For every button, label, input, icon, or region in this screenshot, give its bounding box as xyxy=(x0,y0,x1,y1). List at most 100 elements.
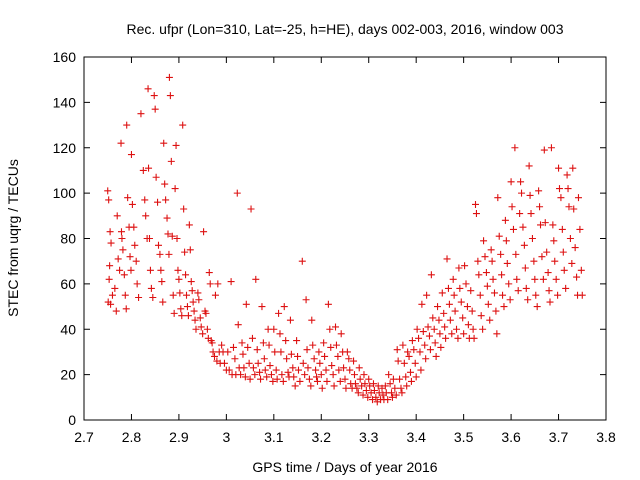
data-point xyxy=(393,346,401,354)
data-point xyxy=(555,185,563,193)
data-point xyxy=(435,316,443,324)
data-point xyxy=(430,325,438,333)
data-point xyxy=(361,380,369,388)
data-point xyxy=(351,380,359,388)
data-point xyxy=(135,293,143,301)
data-point xyxy=(178,312,186,320)
data-point xyxy=(112,307,120,315)
data-point xyxy=(119,246,127,254)
data-point xyxy=(507,178,515,186)
data-point xyxy=(490,289,498,297)
data-point xyxy=(519,223,527,231)
data-point xyxy=(111,284,119,292)
data-point xyxy=(413,325,421,333)
data-point xyxy=(169,291,177,299)
data-point xyxy=(237,371,245,379)
data-point xyxy=(324,300,332,308)
data-point xyxy=(183,303,191,311)
data-point xyxy=(543,248,551,256)
data-point xyxy=(528,235,536,242)
data-point xyxy=(533,303,541,311)
data-point xyxy=(546,298,554,306)
data-point xyxy=(252,275,260,283)
data-point xyxy=(437,343,445,351)
data-point xyxy=(259,339,267,347)
data-point xyxy=(197,323,205,331)
data-point xyxy=(293,337,301,345)
data-point xyxy=(166,92,174,100)
data-point xyxy=(388,389,396,397)
data-point xyxy=(396,375,404,383)
data-point xyxy=(571,244,579,252)
data-point xyxy=(366,382,374,390)
data-point xyxy=(144,85,152,93)
data-point xyxy=(362,387,370,395)
data-point xyxy=(446,316,454,324)
data-point xyxy=(313,373,321,381)
data-point xyxy=(431,339,439,347)
data-point xyxy=(317,371,325,379)
data-point xyxy=(370,387,378,395)
data-point xyxy=(321,352,329,360)
data-point xyxy=(249,364,257,372)
x-tick-label: 3.4 xyxy=(406,429,426,445)
data-point xyxy=(310,355,318,363)
y-tick-label: 20 xyxy=(60,367,76,383)
data-point xyxy=(557,194,565,202)
data-point xyxy=(436,330,444,338)
data-point xyxy=(562,284,570,292)
data-point xyxy=(505,280,513,288)
data-point xyxy=(497,250,505,258)
data-point xyxy=(508,203,516,211)
data-point xyxy=(162,196,170,204)
data-point xyxy=(191,316,199,324)
data-point xyxy=(445,300,453,308)
data-point xyxy=(467,287,475,295)
data-point xyxy=(269,377,277,385)
data-point xyxy=(456,284,464,292)
data-point xyxy=(342,384,350,392)
data-point xyxy=(555,164,563,172)
y-tick-label: 80 xyxy=(60,231,76,247)
y-tick-label: 140 xyxy=(53,94,77,110)
data-point xyxy=(374,382,382,390)
data-point xyxy=(183,291,191,299)
data-point xyxy=(450,291,458,299)
data-point xyxy=(560,266,568,274)
data-point xyxy=(406,368,414,376)
data-point xyxy=(229,343,237,351)
data-point xyxy=(316,359,324,367)
data-point xyxy=(312,366,320,374)
data-point xyxy=(294,352,302,360)
data-point xyxy=(323,377,331,385)
data-point xyxy=(188,287,196,295)
data-point xyxy=(175,275,183,283)
data-point xyxy=(313,377,321,385)
data-point xyxy=(157,266,165,274)
data-point xyxy=(416,348,424,356)
data-point xyxy=(192,325,200,333)
data-point xyxy=(336,377,344,385)
data-point xyxy=(304,364,312,372)
data-point xyxy=(239,350,247,358)
data-point xyxy=(218,341,226,349)
data-point xyxy=(151,105,159,113)
data-point xyxy=(190,307,198,315)
data-point xyxy=(260,355,268,363)
data-point xyxy=(558,225,566,233)
data-point xyxy=(411,359,419,367)
data-point xyxy=(345,355,353,363)
data-point xyxy=(133,280,141,288)
data-points xyxy=(104,73,586,406)
data-point xyxy=(359,391,367,399)
data-point xyxy=(365,375,373,383)
data-point xyxy=(468,307,476,315)
data-point xyxy=(545,287,553,295)
data-point xyxy=(131,241,139,249)
data-point xyxy=(332,323,340,331)
data-point xyxy=(407,377,415,385)
data-point xyxy=(247,205,255,213)
data-point xyxy=(521,264,529,272)
data-point xyxy=(106,262,114,270)
